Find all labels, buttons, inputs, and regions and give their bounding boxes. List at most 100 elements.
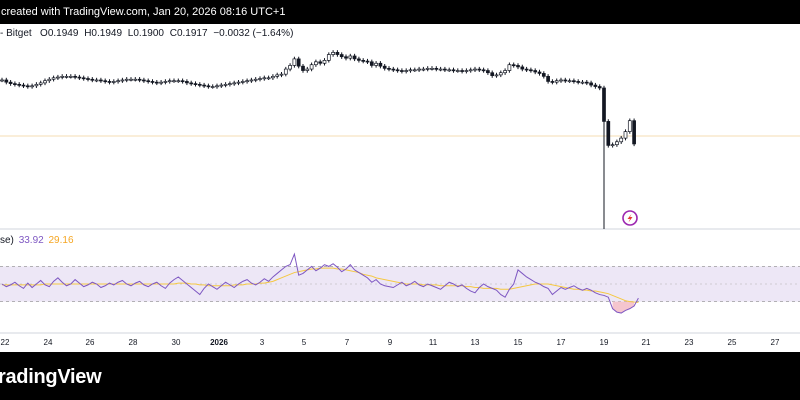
alert-icon[interactable] [622,210,638,226]
candle-body [511,64,516,67]
x-tick-label: 19 [600,338,609,347]
candle-body [296,58,301,67]
candle-body [490,72,495,76]
candle-body [563,79,568,82]
candle-body [623,131,628,139]
x-tick-label: 15 [514,338,523,347]
candle-body [271,75,275,79]
candle-body [486,70,490,74]
candle-body [610,144,615,147]
x-tick-label: 7 [345,338,350,347]
candle-body [51,77,56,80]
candle-body [387,67,391,70]
candle-body [391,68,396,71]
candle-body [120,79,125,82]
candle-body [236,81,241,84]
candle-body [438,68,443,71]
candle-body [0,79,4,82]
x-tick-label: 5 [302,338,307,347]
candle-body [13,83,17,85]
candle-body [550,81,555,83]
candle-body [107,81,112,83]
candle-body [615,141,619,146]
candle-body [25,85,30,88]
ohlc-legend: - Bitget O0.1949 H0.1949 L0.1900 C0.1917… [0,28,293,39]
x-tick-label: 13 [471,338,480,347]
x-tick-label: 26 [86,338,95,347]
candle-body [94,79,99,82]
candle-body [597,86,602,89]
candle-body [202,84,206,87]
rsi-line [1,252,639,314]
header-bar: created with TradingView.com, Jan 20, 20… [0,0,800,24]
candle-body [34,83,39,87]
x-tick-label: 22 [1,338,10,347]
change-value: −0.0032 (−1.64%) [213,28,294,39]
candle-body [533,70,538,73]
candle-body [245,80,249,83]
candle-body [417,68,421,71]
candle-body [524,68,529,71]
x-tick-label: 9 [388,338,393,347]
candle-body [382,65,387,69]
candle-body [632,120,636,145]
candle-body [537,71,542,74]
candle-body [365,60,370,63]
candle-body [223,83,228,86]
candle-body [124,78,129,81]
candle-body [425,67,430,70]
candle-body [335,52,340,55]
candle-body [309,64,314,70]
candle-body [142,79,146,82]
candle-body [150,81,155,83]
rsi-legend-label: se) [0,235,14,246]
candle-body [215,85,219,88]
candles-group [0,50,636,229]
candle-body [520,66,525,70]
header-text: created with TradingView.com, Jan 20, 20… [1,6,286,18]
candle-body [400,70,404,72]
open-key: O [40,28,48,39]
candle-body [279,73,284,76]
candle-body [17,83,22,86]
candle-body [408,69,413,72]
rsi-oversold-fill [612,301,635,314]
candle-body [30,85,34,88]
candle-body [455,70,460,72]
candle-body [210,86,215,88]
high-value: 0.1949 [91,28,123,39]
candle-body [275,74,280,77]
candle-body [4,79,9,83]
candle-body [412,69,417,72]
open-value: 0.1949 [47,28,79,39]
high-key: H [84,28,92,39]
candle-body [219,84,224,87]
x-tick-label: 30 [172,338,181,347]
x-tick-label: 11 [429,338,438,347]
candle-body [567,80,572,83]
low-value: 0.1900 [133,28,164,39]
rsi-legend: se) 33.92 29.16 [0,235,74,246]
chart-canvas[interactable]: 22 24 26 28 30 2026 3 5 7 9 11 13 15 17 19 21 23 25 27 [0,0,800,352]
footer-bar: radingView [0,352,800,400]
rsi-value: 33.92 [18,235,44,246]
candle-body [477,68,482,71]
close-key: C [169,28,177,39]
candle-body [206,85,211,88]
candle-body [619,137,624,143]
candle-body [529,69,533,72]
candle-body [546,75,550,82]
candle-body [326,54,331,61]
candle-body [318,61,323,64]
candle-body [56,76,60,79]
candle-body [473,68,477,71]
candle-body [163,81,168,83]
candle-body [146,80,151,83]
candle-body [314,61,318,66]
x-tick-label: 2026 [210,338,228,347]
candle-body [68,75,73,78]
candle-body [90,78,95,81]
candle-body [494,74,499,77]
candle-body [288,65,292,70]
candle-body [344,56,348,59]
